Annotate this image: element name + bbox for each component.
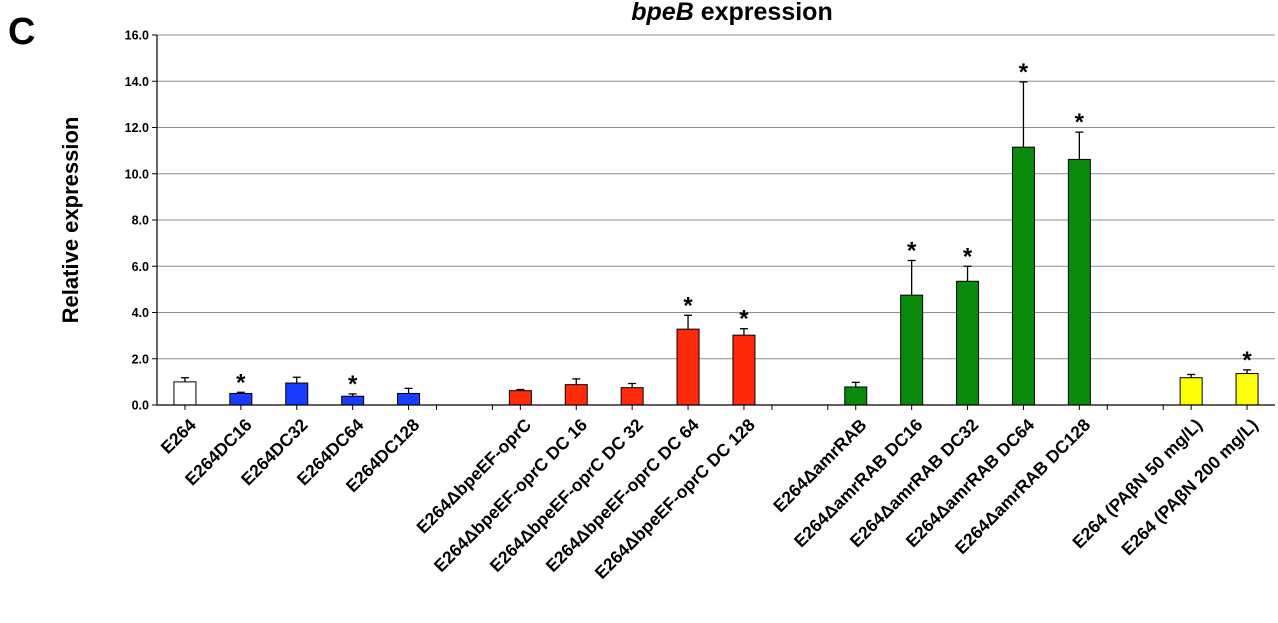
significance-asterisk: * (683, 292, 693, 319)
bar (564, 384, 588, 406)
y-tick-label: 14.0 (125, 75, 149, 89)
bar (620, 387, 644, 406)
gridlines (157, 34, 1275, 360)
chart-title-gene: bpeB (631, 0, 694, 26)
significance-asterisk: * (1075, 109, 1085, 136)
significance-asterisk: * (907, 237, 917, 264)
y-tick-label: 8.0 (132, 214, 149, 228)
significance-asterisk: * (739, 306, 749, 333)
y-tick-label: 2.0 (132, 352, 149, 366)
chart-title: bpeB expression (631, 0, 832, 26)
chart-title-rest: expression (694, 0, 833, 26)
y-tick-label: 4.0 (132, 306, 149, 320)
bar (1011, 146, 1035, 406)
y-tick-label: 10.0 (125, 167, 149, 181)
x-tick-label: E264ΔamrRAB (769, 415, 870, 516)
bar (676, 328, 700, 406)
significance-asterisk: * (1019, 59, 1029, 86)
bar (397, 392, 421, 406)
axes (156, 35, 1275, 410)
significance-asterisk: * (348, 371, 358, 398)
bars: * * * * * * * * * (173, 59, 1259, 406)
x-axis-labels: E264E264DC16E264DC32E264DC64E264DC128E26… (157, 414, 1262, 582)
significance-asterisk: * (1242, 347, 1252, 374)
y-axis-ticks: 0.0 2.0 4.0 6.0 8.0 10.0 12.0 14.0 16.0 (125, 29, 157, 413)
y-tick-label: 12.0 (125, 121, 149, 135)
panel-label: C (8, 11, 35, 53)
bar (1235, 373, 1259, 406)
y-tick-label: 0.0 (132, 399, 149, 413)
y-tick-label: 16.0 (125, 29, 149, 43)
y-axis-label: Relative expression (58, 117, 83, 324)
significance-asterisk: * (963, 243, 973, 270)
bar (900, 294, 924, 406)
bar (173, 381, 197, 406)
bar (285, 382, 309, 406)
bar (732, 334, 756, 406)
bar (1179, 377, 1203, 406)
significance-asterisk: * (236, 369, 246, 396)
y-tick-label: 6.0 (132, 260, 149, 274)
bar (508, 390, 532, 406)
bar (844, 386, 868, 406)
bar (1067, 158, 1091, 406)
x-tick-label: E264 (157, 415, 200, 458)
bar (956, 280, 980, 406)
